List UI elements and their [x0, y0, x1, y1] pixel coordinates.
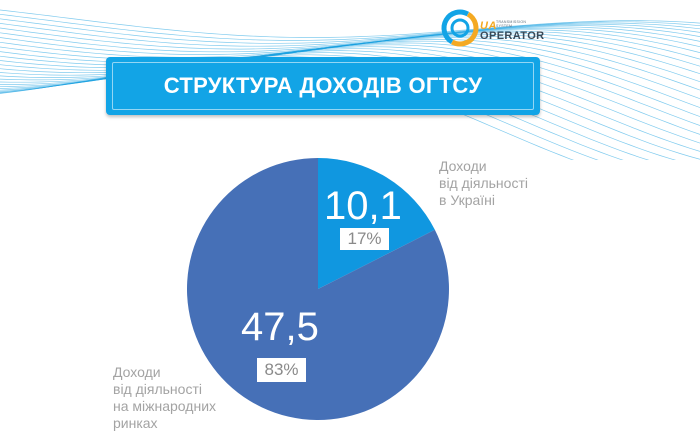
title-banner: СТРУКТУРА ДОХОДІВ ОГТСУ	[106, 57, 540, 115]
legend-label-domestic-line-2: від діяльності	[439, 175, 528, 191]
slice-percent-international: 83%	[257, 358, 306, 382]
ua-operator-logo: UA TRANSMISSION SYSTEM OPERATOR	[440, 6, 544, 48]
logo-emblem-icon	[441, 9, 479, 47]
slice-percent-domestic: 17%	[340, 228, 389, 250]
page-title: СТРУКТУРА ДОХОДІВ ОГТСУ	[163, 73, 483, 98]
legend-label-international-line-4: ринках	[113, 415, 158, 431]
legend-label-international-line-1: Доходи	[113, 364, 161, 380]
slice-value-international: 47,5	[241, 305, 319, 349]
wave-line	[0, 18, 700, 44]
legend-label-domestic-line-1: Доходи	[439, 158, 487, 174]
slice-value-domestic: 10,1	[324, 184, 402, 228]
pie-slice-international	[186, 158, 449, 421]
legend-label-domestic: Доходи від діяльності в Україні	[439, 158, 528, 209]
wave-line	[0, 13, 700, 41]
legend-label-international-line-3: на міжнародних	[113, 398, 217, 414]
title-banner-frame: СТРУКТУРА ДОХОДІВ ОГТСУ	[112, 62, 534, 110]
pie-slice-domestic	[318, 158, 435, 289]
wave-line	[0, 9, 700, 38]
logo-operator-text: OPERATOR	[480, 30, 545, 42]
wave-line	[0, 23, 700, 47]
legend-label-international: Доходи від діяльності на міжнародних рин…	[113, 364, 216, 432]
wave-line	[0, 25, 700, 50]
legend-label-international-line-2: від діяльності	[113, 381, 202, 397]
legend-label-domestic-line-3: в Україні	[439, 192, 496, 208]
logo-ua-text: UA	[480, 20, 497, 32]
logo-small-text-1: TRANSMISSION	[496, 20, 527, 24]
logo-small-text-2: SYSTEM	[496, 24, 513, 28]
